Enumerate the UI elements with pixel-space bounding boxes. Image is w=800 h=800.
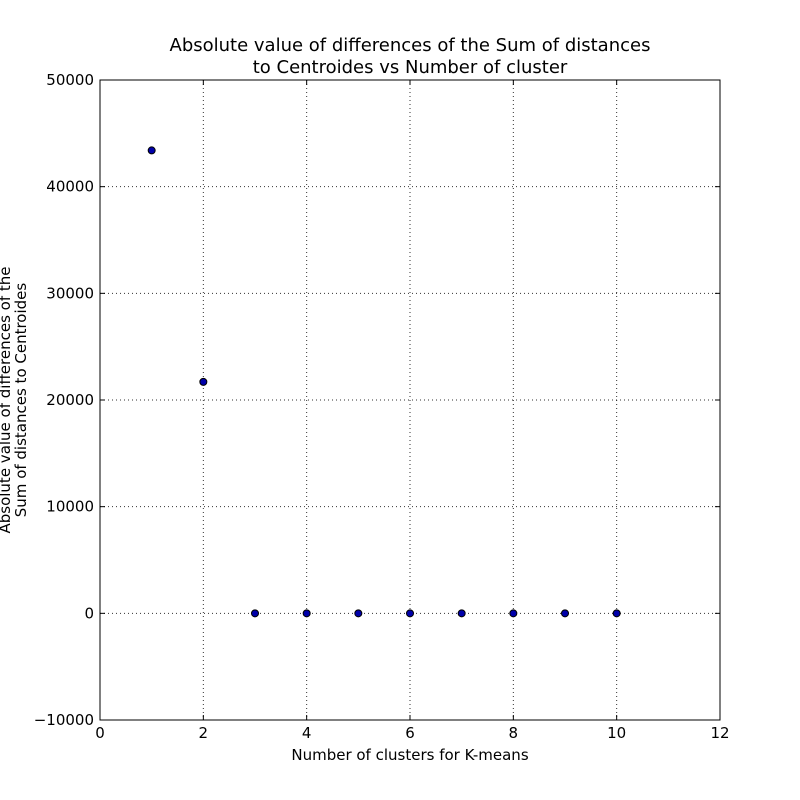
y-tick-label: 30000 [46,284,94,302]
x-axis-label: Number of clusters for K-means [291,746,528,764]
x-tick-label: 0 [95,724,105,742]
scatter-point [302,609,311,618]
scatter-point [251,609,259,618]
tick-labels: 0 2 4 6 8 10 12−100000100002000030000400005000… [34,71,730,742]
chart-title-line-1: Absolute value of differences of the Sum… [170,35,651,56]
y-axis-label-line-1: Absolute value of differences of the [0,266,14,533]
y-tick-label: 40000 [46,178,94,196]
y-tick-label: 20000 [46,391,94,409]
scatter-point [457,609,466,618]
y-axis-label: Absolute value of differences of the Sum… [0,266,30,533]
scatter-points [147,146,621,618]
x-tick-label: 10 [607,724,626,742]
plot-frame [99,79,721,721]
grid [100,80,720,720]
y-tick-label: 50000 [46,71,94,89]
chart-title-line-2: to Centroides vs Number of cluster [253,57,568,78]
x-tick-label: 12 [710,724,729,742]
scatter-point [612,609,621,618]
y-tick-label: 10000 [46,498,94,516]
scatter-point [406,609,414,618]
y-axis-label-line-2: Sum of distances to Centroides [12,283,30,518]
scatter-point [354,609,363,618]
y-tick-label: 0 [84,604,94,622]
scatter-point [509,609,518,618]
x-tick-label: 8 [509,724,519,742]
x-tick-label: 6 [405,724,415,742]
x-tick-label: 4 [302,724,312,742]
scatter-point [561,609,569,618]
scatter-point [199,377,208,386]
scatter-point [147,146,156,155]
x-tick-label: 2 [199,724,209,742]
y-tick-label: −10000 [34,711,94,729]
